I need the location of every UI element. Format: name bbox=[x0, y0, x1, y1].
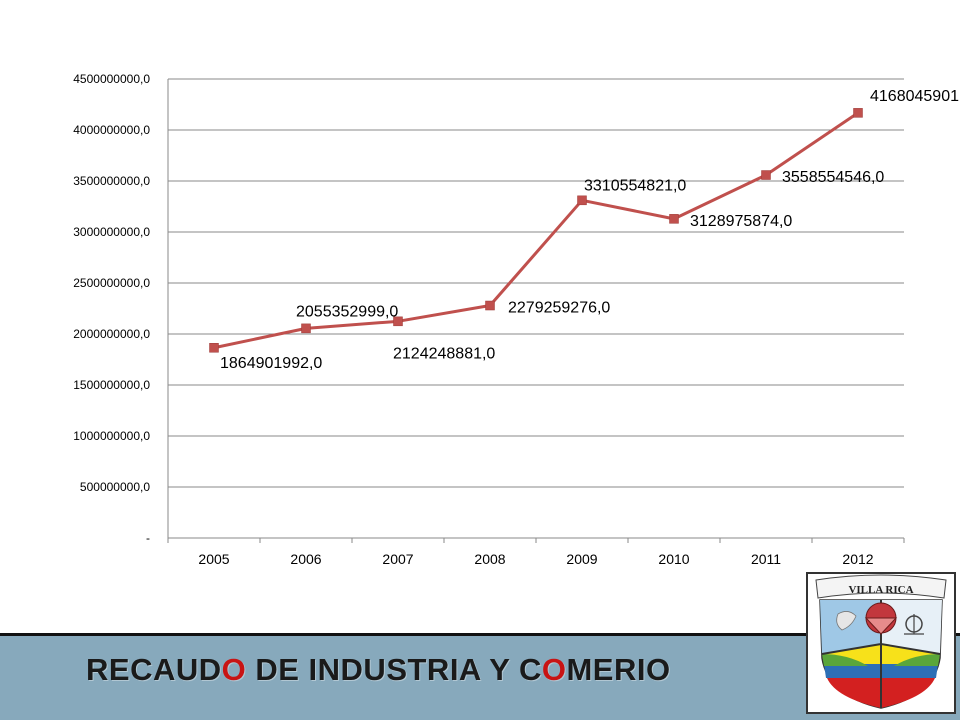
data-label: 3128975874,0 bbox=[690, 213, 792, 230]
y-tick-label: 4500000000,0 bbox=[73, 72, 150, 86]
logo-text: VILLA RICA bbox=[848, 584, 913, 596]
y-tick-label: 2500000000,0 bbox=[73, 276, 150, 290]
banner-title: RECAUDO DE INDUSTRIA Y COMERIO bbox=[86, 652, 671, 688]
data-point bbox=[485, 300, 495, 311]
data-label: 3310554821,0 bbox=[584, 177, 686, 194]
data-point bbox=[669, 214, 679, 224]
y-tick-label: 3000000000,0 bbox=[73, 225, 150, 239]
data-label: 2124248881,0 bbox=[393, 345, 495, 362]
data-label: 2055352999,0 bbox=[296, 303, 398, 320]
data-label: 3558554546,0 bbox=[782, 169, 884, 186]
data-point bbox=[761, 170, 771, 180]
data-label: 4168045901,0 bbox=[870, 88, 960, 105]
x-tick-label: 2006 bbox=[290, 551, 321, 567]
x-tick-label: 2005 bbox=[198, 551, 229, 567]
line-chart: - 500000000,0 1000000000,0 1500000000,0 2000… bbox=[73, 72, 960, 567]
y-tick-label: 3500000000,0 bbox=[73, 174, 150, 188]
y-tick-label: 1000000000,0 bbox=[73, 429, 150, 443]
banner-title-part: RECAUD bbox=[86, 652, 222, 687]
data-point bbox=[209, 343, 219, 353]
y-tick-label: 4000000000,0 bbox=[73, 123, 150, 137]
data-point bbox=[577, 195, 587, 206]
y-tick-label: - bbox=[146, 531, 150, 545]
y-tick-label: 2000000000,0 bbox=[73, 327, 150, 341]
banner-title-highlight: O bbox=[221, 652, 247, 687]
data-point bbox=[301, 323, 311, 334]
data-label: 1864901992,0 bbox=[220, 355, 322, 372]
banner-title-part: DE INDUSTRIA Y C bbox=[246, 652, 542, 687]
y-tick-label: 500000000,0 bbox=[80, 480, 150, 494]
banner-title-part: MERIO bbox=[566, 652, 671, 687]
x-tick-label: 2009 bbox=[566, 551, 597, 567]
data-label: 2279259276,0 bbox=[508, 300, 610, 317]
title-banner bbox=[0, 633, 960, 720]
banner-title-highlight: O bbox=[541, 652, 567, 687]
x-tick-label: 2011 bbox=[751, 551, 781, 567]
data-point bbox=[393, 316, 403, 327]
y-tick-label: 1500000000,0 bbox=[73, 378, 150, 392]
x-tick-label: 2008 bbox=[474, 551, 505, 567]
x-tick-label: 2012 bbox=[842, 551, 873, 567]
villa-rica-shield-logo: VILLA RICA bbox=[806, 572, 956, 714]
series-line bbox=[213, 111, 859, 350]
data-point bbox=[853, 108, 863, 118]
x-tick-label: 2010 bbox=[658, 551, 689, 567]
x-tick-label: 2007 bbox=[382, 551, 413, 567]
